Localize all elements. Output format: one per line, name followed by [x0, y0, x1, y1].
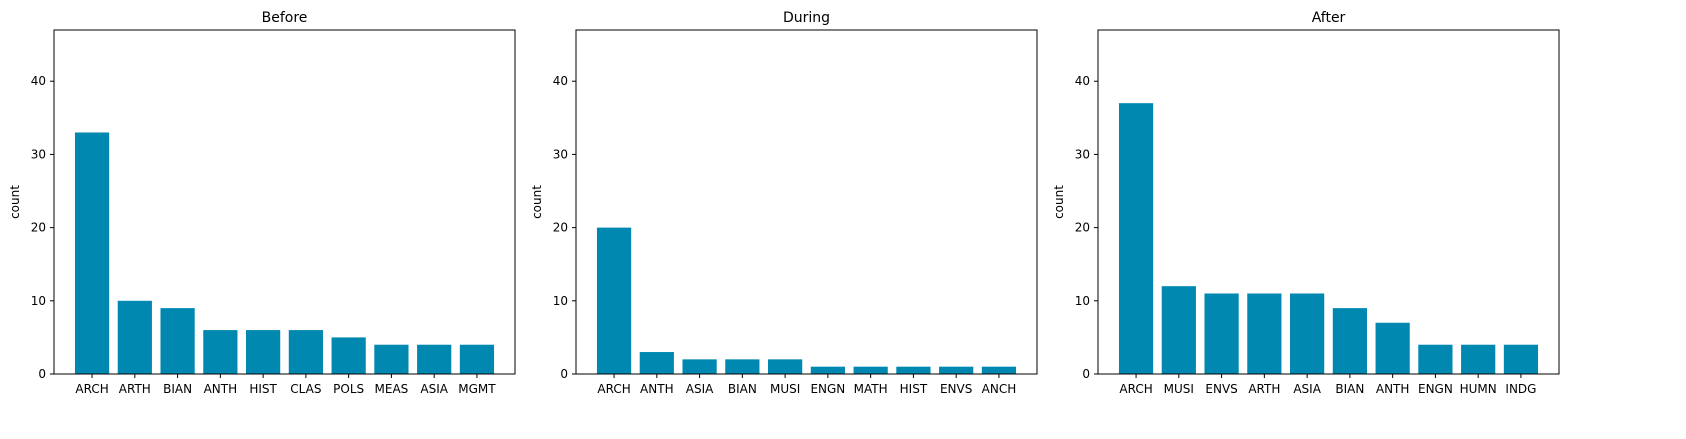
bar-bian: [1332, 308, 1367, 374]
y-axis-label: count: [530, 185, 544, 219]
x-tick-label: ENVS: [940, 382, 972, 396]
x-tick-label: MATH: [854, 382, 888, 396]
x-tick-label: BIAN: [163, 382, 192, 396]
x-tick-label: CLAS: [290, 382, 321, 396]
bar-humn: [1461, 344, 1496, 374]
x-tick-label: POLS: [333, 382, 364, 396]
y-tick-label: 30: [553, 147, 568, 161]
x-tick-label: ENGN: [810, 382, 845, 396]
chart-panel-before: 0 10 20 30 40 ARCH ARTH BIAN ANTH HIST CLAS POLS MEA…: [8, 10, 516, 396]
x-tick-label: ARCH: [1119, 382, 1152, 396]
y-tick-label: 0: [1082, 367, 1090, 381]
y-tick-label: 10: [31, 294, 46, 308]
bar-anth: [203, 330, 238, 374]
x-tick-label: ANCH: [982, 382, 1017, 396]
chart-panel-after: 0 10 20 30 40 ARCH MUSI ENVS ARTH ASIA BIAN ANTH ENG…: [1052, 10, 1560, 396]
chart-title: After: [1312, 10, 1346, 26]
x-tick-label: MEAS: [375, 382, 409, 396]
bar-anth: [639, 352, 674, 374]
chart-title: Before: [262, 10, 308, 26]
y-axis-label: count: [8, 185, 22, 219]
x-tick-label: ENGN: [1418, 382, 1453, 396]
bar-arth: [117, 300, 152, 374]
x-tick-label: ENVS: [1205, 382, 1237, 396]
x-tick-label: ANTH: [1376, 382, 1410, 396]
bar-arch: [596, 227, 632, 374]
x-tick-label: ARTH: [1248, 382, 1280, 396]
x-tick-label: INDG: [1505, 382, 1536, 396]
bar-arch: [1118, 103, 1154, 374]
x-tick-label: ASIA: [420, 382, 448, 396]
y-tick-label: 0: [38, 367, 46, 381]
y-tick-label: 10: [553, 294, 568, 308]
bar-musi: [1161, 286, 1196, 374]
chart-title: During: [783, 10, 830, 26]
x-tick-label: HIST: [249, 382, 277, 396]
bar-musi: [768, 359, 803, 374]
plot-frame: [53, 29, 516, 375]
y-tick-label: 40: [1075, 74, 1090, 88]
y-axis-label: count: [1052, 185, 1066, 219]
x-tick-label: ASIA: [686, 382, 714, 396]
x-tick-label: HUMN: [1460, 382, 1497, 396]
bar-pols: [331, 337, 366, 374]
bar-asia: [682, 359, 717, 374]
y-tick-label: 10: [1075, 294, 1090, 308]
plot-frame: [1097, 29, 1560, 375]
y-tick-label: 40: [31, 74, 46, 88]
x-tick-label: ARCH: [75, 382, 108, 396]
x-tick-label: ASIA: [1293, 382, 1321, 396]
bar-clas: [288, 330, 323, 374]
bar-envs: [1204, 293, 1239, 374]
bar-asia: [1290, 293, 1325, 374]
bar-math: [853, 366, 888, 374]
y-tick-label: 40: [553, 74, 568, 88]
chart-panel-during: 0 10 20 30 40 ARCH ANTH ASIA BIAN MUSI ENGN MATH HIS…: [530, 10, 1038, 396]
x-tick-label: BIAN: [1335, 382, 1364, 396]
x-tick-label: BIAN: [728, 382, 757, 396]
bar-mgmt: [459, 344, 495, 374]
bar-meas: [374, 344, 409, 374]
x-tick-label: ARCH: [597, 382, 630, 396]
plot-frame: [575, 29, 1038, 375]
bar-engn: [1418, 344, 1453, 374]
y-tick-label: 20: [31, 221, 46, 235]
x-tick-label: MGMT: [458, 382, 496, 396]
x-tick-label: MUSI: [1164, 382, 1194, 396]
bar-indg: [1503, 344, 1539, 374]
y-tick-label: 0: [560, 367, 568, 381]
bar-anch: [981, 366, 1017, 374]
x-tick-label: ANTH: [204, 382, 238, 396]
bar-arth: [1247, 293, 1282, 374]
bar-engn: [810, 366, 845, 374]
bar-asia: [417, 344, 452, 374]
bar-anth: [1375, 322, 1410, 374]
bar-envs: [939, 366, 974, 374]
bar-arch: [74, 132, 110, 374]
x-tick-label: ARTH: [119, 382, 151, 396]
y-tick-label: 20: [553, 221, 568, 235]
bar-bian: [725, 359, 760, 374]
x-tick-label: MUSI: [770, 382, 800, 396]
bar-bian: [160, 308, 195, 374]
y-tick-label: 30: [1075, 147, 1090, 161]
x-tick-label: HIST: [900, 382, 928, 396]
bar-hist: [246, 330, 281, 374]
y-tick-label: 20: [1075, 221, 1090, 235]
bar-hist: [896, 366, 931, 374]
x-tick-label: ANTH: [640, 382, 674, 396]
y-tick-label: 30: [31, 147, 46, 161]
